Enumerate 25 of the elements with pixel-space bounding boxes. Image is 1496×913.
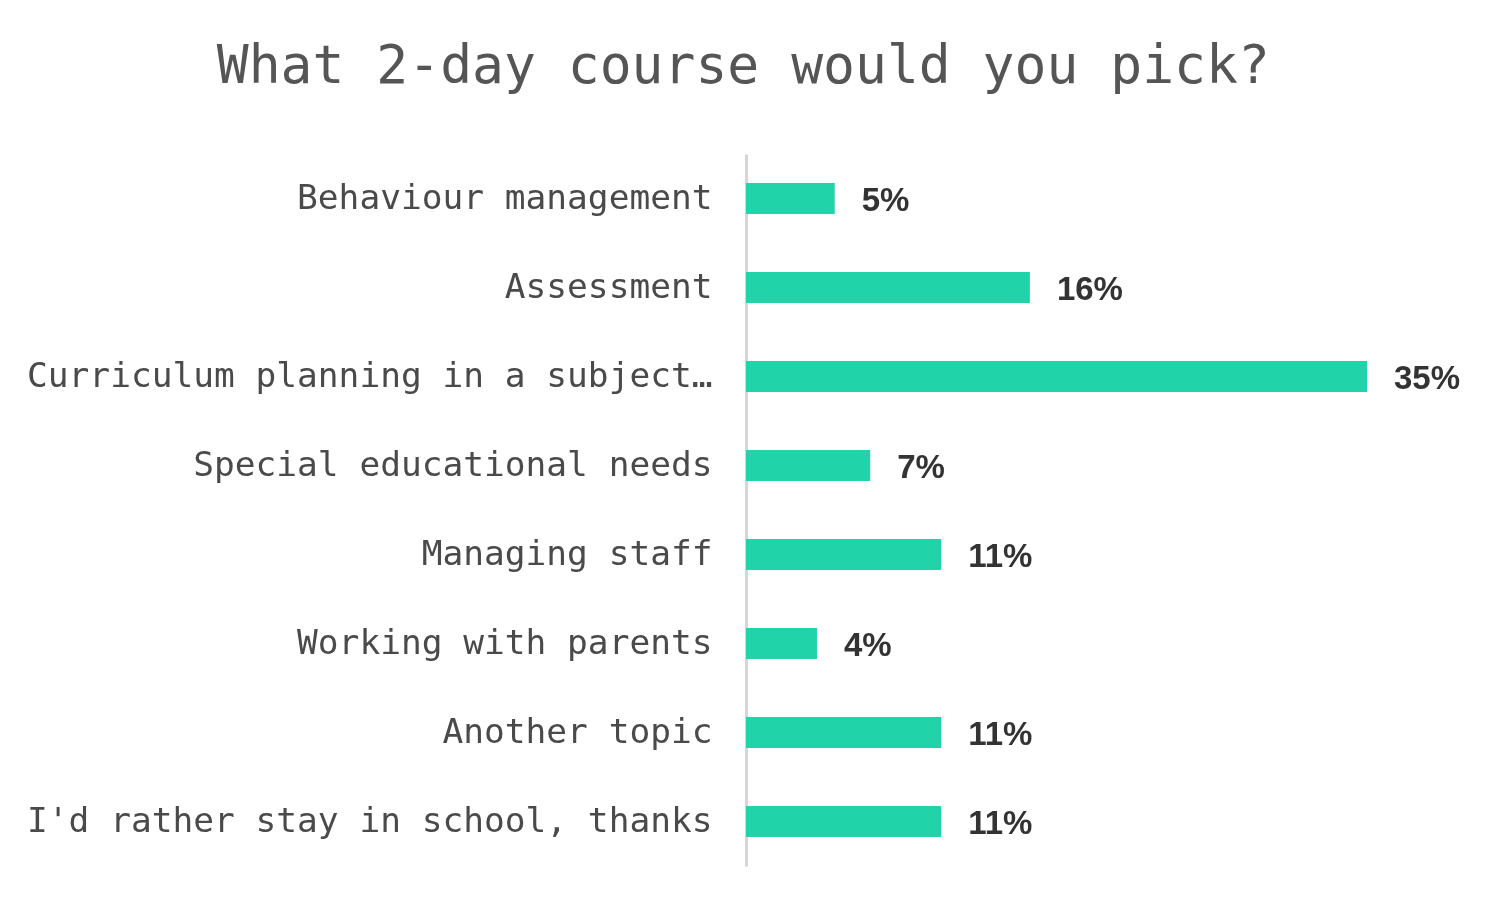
data-label: 11% xyxy=(968,803,1033,841)
y-tick-label: Assessment xyxy=(504,265,713,306)
y-tick-label: Curriculum planning in a subject… xyxy=(27,354,713,395)
bar xyxy=(746,360,1367,393)
bar xyxy=(746,805,942,838)
y-tick-label: Behaviour management xyxy=(297,176,713,217)
y-tick-label: Special educational needs xyxy=(193,443,713,484)
data-label: 11% xyxy=(968,714,1033,752)
data-label: 4% xyxy=(843,625,892,663)
data-label: 35% xyxy=(1394,358,1461,396)
bar xyxy=(746,182,835,215)
y-tick-label: Working with parents xyxy=(297,621,713,662)
bar xyxy=(746,627,817,660)
bar xyxy=(746,716,942,749)
y-tick-label: Managing staff xyxy=(421,532,713,573)
y-tick-label: I'd rather stay in school, thanks xyxy=(27,799,713,840)
chart-title: What 2-day course would you pick? xyxy=(216,34,1270,95)
data-label: 16% xyxy=(1056,269,1123,307)
data-label: 7% xyxy=(897,447,945,485)
bar xyxy=(746,271,1030,304)
data-label: 11% xyxy=(968,536,1033,574)
data-label: 5% xyxy=(861,180,910,218)
bar xyxy=(746,538,942,571)
y-tick-label: Another topic xyxy=(442,710,713,751)
bar xyxy=(746,449,871,482)
